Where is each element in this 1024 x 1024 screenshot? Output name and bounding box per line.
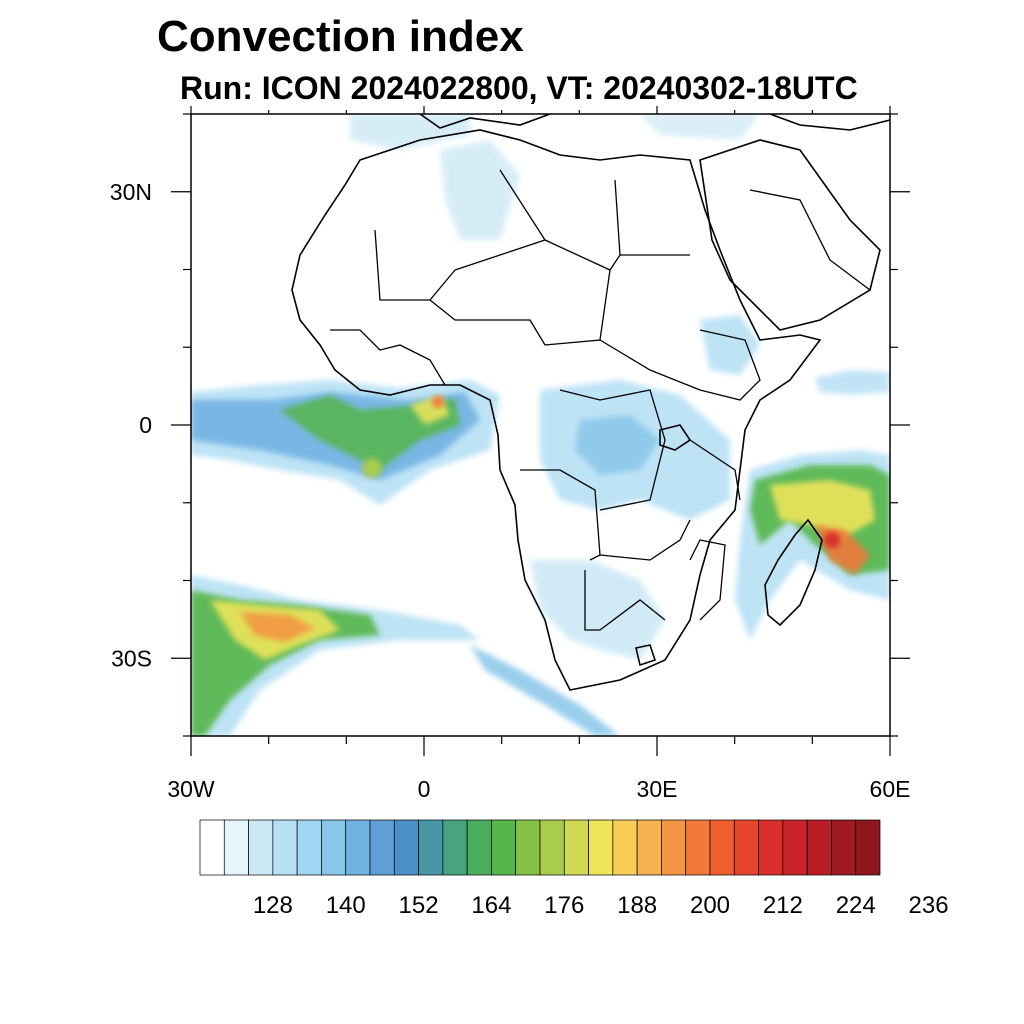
border-mozambique [689,539,726,621]
colorbar-swatch [661,819,687,876]
border-congo [559,389,666,511]
border-sahara-2 [454,239,690,271]
colorbar-swatch [442,819,468,876]
border-chad-sudan [544,269,611,346]
lat-label: 30S [111,645,152,671]
colorbar-label: 188 [617,892,657,919]
coastlines [291,114,890,691]
colorbar-swatch [515,819,541,876]
field-congo-mid [575,415,660,475]
axis-ticks [171,106,910,756]
field-satl-orange [240,612,315,642]
field-io-north [815,370,890,395]
europe-coast [419,114,551,129]
border-libya-egypt [614,179,621,256]
axis-tick-labels: 30W 0 30E 60E 30N 0 30S [110,179,911,802]
lon-label: 60E [870,776,911,802]
colorbar-swatch [418,819,444,876]
colorbar-swatch [491,819,517,876]
colorbar-swatch [393,819,419,876]
colorbar-swatch [199,819,225,876]
convection-field [191,114,890,736]
border-ethiopia [699,329,761,401]
colorbar-swatch [733,819,759,876]
colorbar-swatch [612,819,638,876]
border-algeria-libya [499,169,546,241]
field-io-peak [824,532,840,548]
border-zambia [599,519,691,561]
lat-label: 0 [139,412,152,438]
colorbar [199,819,881,876]
colorbar-swatch [855,819,881,876]
arabia-coastline [699,139,881,331]
colorbar-swatch [588,819,614,876]
colorbar-label: 200 [690,892,730,919]
colorbar-label: 140 [326,892,366,919]
colorbar-swatch [223,819,249,876]
africa-coastline [291,129,822,691]
border-sudan-ssudan [599,339,701,391]
colorbar-label: 176 [544,892,584,919]
madagascar-coastline [764,518,823,627]
border-tanzania [689,439,741,501]
colorbar-swatch [466,819,492,876]
country-borders [330,169,871,631]
colorbar-swatch [369,819,395,876]
colorbar-label: 152 [399,892,439,919]
border-namibia [584,570,666,631]
colorbar-labels: 128 140 152 164 176 188 200 212 224 236 [253,892,949,919]
colorbar-label: 128 [253,892,293,919]
colorbar-swatch [709,819,735,876]
lon-label: 0 [418,776,431,802]
colorbar-swatch [563,819,589,876]
colorbar-swatch [345,819,371,876]
colorbar-swatch [806,819,832,876]
colorbar-swatch [831,819,857,876]
field-sahara [440,140,520,240]
field-med [350,114,470,150]
colorbar-swatch [321,819,347,876]
border-sahara-1 [374,229,456,301]
colorbar-label: 236 [909,892,949,919]
field-itcz-green [280,395,460,470]
colorbar-swatch [272,819,298,876]
lesotho [635,644,657,667]
border-west-africa [330,329,446,386]
border-mali-niger [429,299,546,346]
colorbar-swatch [685,819,711,876]
lake-victoria [659,424,692,451]
border-angola [520,469,601,561]
field-south-africa [530,560,665,660]
lon-label: 30E [637,776,678,802]
chart-title: Convection index [157,12,524,61]
colorbar-swatch [782,819,808,876]
field-itcz-blob [362,458,382,478]
colorbar-swatch [539,819,565,876]
field-ethiopia [700,315,760,375]
lon-label: 30W [167,776,215,802]
field-io-yellow [770,480,875,540]
lat-label: 30N [110,179,152,205]
field-satl-tail [470,645,620,736]
colorbar-label: 212 [763,892,803,919]
colorbar-swatch [636,819,662,876]
colorbar-swatch [758,819,784,876]
turkey-coast [769,114,890,131]
field-itcz-peak [432,396,444,408]
colorbar-swatch [248,819,274,876]
colorbar-label: 224 [836,892,876,919]
colorbar-swatch [296,819,322,876]
chart-subtitle: Run: ICON 2024022800, VT: 20240302-18UTC [180,70,858,106]
border-saudi [749,189,871,291]
field-med-east [640,114,760,140]
colorbar-label: 164 [471,892,511,919]
